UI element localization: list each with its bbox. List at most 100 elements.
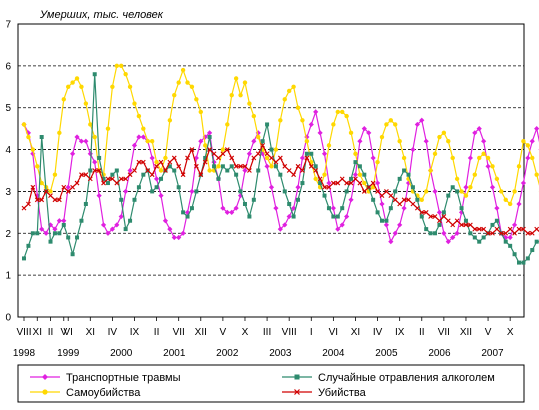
x-tick-label: VI bbox=[329, 327, 338, 338]
data-point bbox=[468, 185, 473, 190]
data-point bbox=[158, 159, 164, 165]
data-point bbox=[331, 122, 336, 127]
data-point bbox=[521, 226, 526, 232]
data-point bbox=[295, 105, 301, 110]
data-point bbox=[476, 126, 482, 132]
data-point bbox=[419, 214, 424, 219]
data-point bbox=[371, 197, 376, 202]
data-point bbox=[295, 184, 301, 190]
y-tick-label: 6 bbox=[5, 61, 11, 72]
data-point bbox=[517, 260, 521, 265]
data-point bbox=[423, 209, 429, 215]
data-point bbox=[100, 222, 107, 228]
data-point bbox=[419, 197, 424, 202]
data-point bbox=[75, 235, 80, 240]
data-point bbox=[507, 226, 513, 232]
data-point bbox=[34, 197, 40, 203]
data-point bbox=[65, 184, 71, 190]
data-point bbox=[419, 117, 425, 123]
data-point bbox=[70, 151, 76, 157]
data-point bbox=[300, 181, 305, 186]
data-point bbox=[251, 113, 257, 119]
data-point bbox=[366, 184, 372, 190]
data-point bbox=[265, 122, 270, 127]
data-point bbox=[225, 168, 230, 173]
data-point bbox=[154, 159, 159, 165]
data-point bbox=[171, 155, 177, 161]
data-point bbox=[109, 226, 115, 232]
x-tick-label: I bbox=[310, 327, 313, 338]
data-point bbox=[437, 218, 442, 224]
data-point bbox=[216, 176, 221, 181]
data-point bbox=[481, 235, 486, 240]
data-point bbox=[388, 206, 393, 211]
data-point bbox=[96, 168, 102, 173]
data-point bbox=[207, 130, 213, 136]
data-point bbox=[203, 143, 208, 148]
data-point bbox=[233, 76, 239, 81]
data-point bbox=[74, 76, 80, 81]
data-point bbox=[105, 230, 111, 236]
data-point bbox=[61, 222, 66, 227]
data-point bbox=[92, 159, 98, 165]
data-point bbox=[216, 155, 221, 161]
data-point bbox=[92, 168, 98, 173]
data-point bbox=[291, 214, 296, 219]
data-point bbox=[481, 138, 487, 144]
data-point bbox=[503, 230, 509, 236]
data-point bbox=[74, 134, 80, 140]
data-point bbox=[30, 184, 36, 190]
data-point bbox=[70, 184, 76, 190]
data-point bbox=[35, 164, 40, 169]
data-point bbox=[163, 155, 168, 161]
data-point bbox=[375, 159, 380, 165]
data-point bbox=[114, 180, 120, 186]
legend-marker bbox=[42, 389, 48, 395]
data-point bbox=[141, 126, 146, 131]
data-point bbox=[39, 180, 44, 186]
data-point bbox=[264, 155, 270, 161]
data-point bbox=[494, 176, 500, 182]
data-point bbox=[163, 168, 168, 173]
data-point bbox=[472, 235, 477, 240]
data-point bbox=[423, 138, 429, 144]
data-point bbox=[467, 222, 473, 228]
data-point bbox=[176, 80, 181, 85]
data-point bbox=[136, 134, 142, 140]
y-tick-label: 0 bbox=[5, 313, 11, 324]
y-tick-label: 4 bbox=[5, 145, 11, 156]
legend-entry: Случайные отравления алкоголем bbox=[282, 372, 495, 384]
data-point bbox=[251, 155, 257, 161]
x-tick-label: II bbox=[154, 327, 160, 338]
data-point bbox=[485, 155, 491, 161]
data-point bbox=[414, 205, 420, 211]
data-point bbox=[242, 167, 248, 174]
data-point bbox=[494, 205, 500, 211]
data-point bbox=[304, 139, 310, 144]
data-point bbox=[264, 163, 270, 169]
data-point bbox=[450, 234, 456, 241]
data-point bbox=[490, 230, 495, 236]
data-point bbox=[198, 138, 204, 144]
data-point bbox=[118, 176, 124, 182]
data-point bbox=[401, 197, 407, 203]
data-point bbox=[30, 231, 35, 236]
data-point bbox=[21, 122, 27, 127]
data-point bbox=[269, 155, 274, 161]
data-point bbox=[57, 130, 62, 136]
data-point bbox=[304, 134, 310, 140]
data-point bbox=[242, 201, 247, 206]
data-point bbox=[65, 84, 71, 89]
data-point bbox=[220, 164, 225, 169]
data-point bbox=[477, 155, 482, 161]
data-point bbox=[52, 226, 58, 232]
data-point bbox=[282, 222, 288, 228]
data-point bbox=[83, 138, 89, 144]
x-tick-label: V bbox=[60, 327, 67, 338]
data-point bbox=[101, 180, 106, 186]
x-tick-label: II bbox=[419, 327, 425, 338]
data-point bbox=[357, 138, 363, 144]
data-point bbox=[525, 230, 531, 236]
data-point bbox=[516, 201, 522, 207]
